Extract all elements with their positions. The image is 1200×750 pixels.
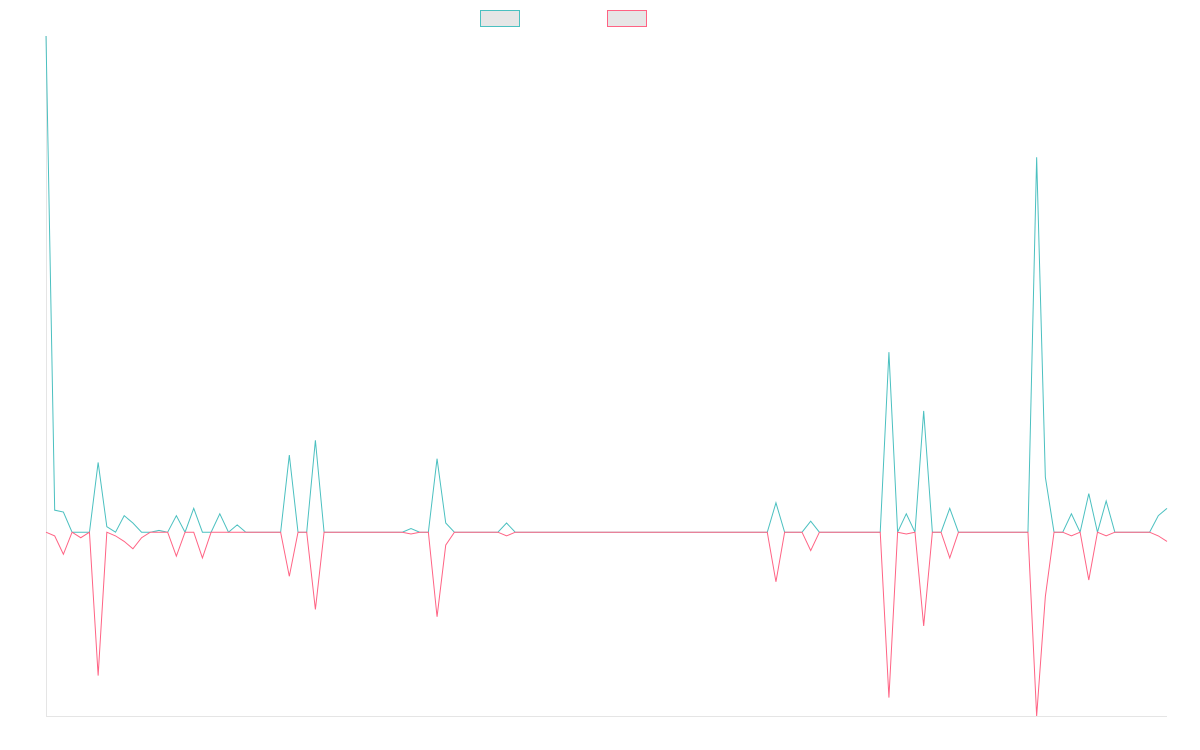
series-line-1: [45, 35, 1168, 535]
legend-item-series-2[interactable]: [607, 9, 651, 27]
legend-swatch-series-1: [480, 9, 520, 27]
legend-item-series-1[interactable]: [480, 9, 524, 27]
legend-swatch-series-2: [607, 9, 647, 27]
legend: [480, 9, 651, 27]
series-line-2: [45, 531, 1168, 717]
series-layer: [45, 35, 1168, 717]
